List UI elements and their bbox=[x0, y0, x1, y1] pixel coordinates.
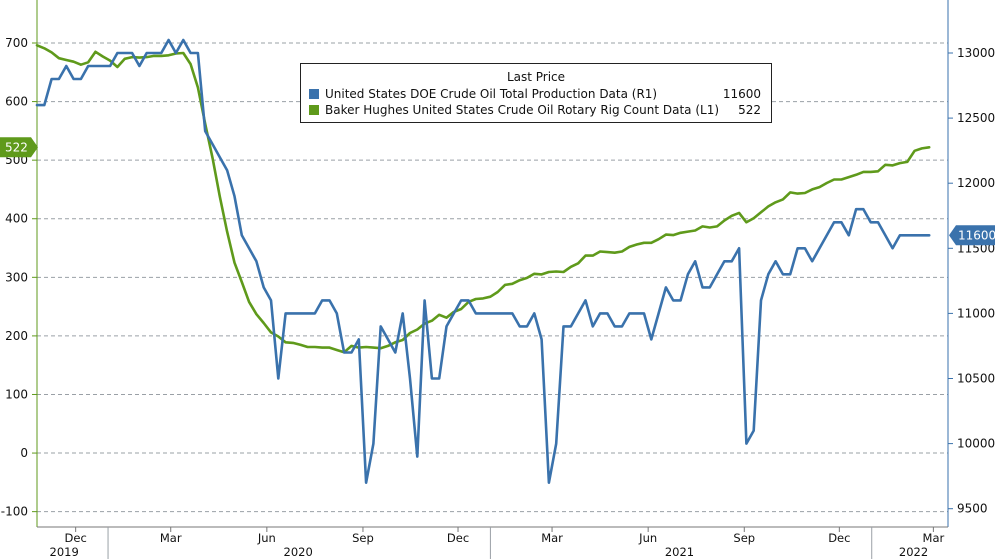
left-axis-tick-label: 700 bbox=[5, 36, 28, 50]
right-axis-tick-label: 10500 bbox=[957, 372, 995, 386]
right-axis-tick-label: 11000 bbox=[957, 306, 995, 320]
legend-row-production: United States DOE Crude Oil Total Produc… bbox=[309, 87, 761, 103]
right-last-value-text: 11600 bbox=[958, 228, 995, 242]
production-line bbox=[35, 38, 931, 485]
x-axis-tick-label: Mar bbox=[541, 531, 563, 545]
x-axis-tick-label: Jun bbox=[257, 531, 276, 545]
left-axis-tick-label: 100 bbox=[5, 387, 28, 401]
right-axis-tick-label: 13000 bbox=[957, 46, 995, 60]
x-axis-year-label: 2020 bbox=[284, 545, 313, 559]
x-axis-tick-label: Mar bbox=[160, 531, 182, 545]
x-axis-tick-label: Sep bbox=[352, 531, 374, 545]
x-axis-tick-label: Dec bbox=[65, 531, 87, 545]
x-axis-year-label: 2021 bbox=[665, 545, 694, 559]
legend-swatch-production bbox=[309, 89, 319, 99]
left-axis-tick-label: 600 bbox=[5, 95, 28, 109]
left-axis-tick-label: 200 bbox=[5, 329, 28, 343]
right-axis-tick-label: 9500 bbox=[957, 502, 988, 516]
last-price-badges: 522 11600 bbox=[0, 137, 995, 246]
legend-header: Last Price bbox=[506, 70, 566, 84]
right-axis-tick-label: 12500 bbox=[957, 111, 995, 125]
left-axis-tick-label: 300 bbox=[5, 270, 28, 284]
left-last-value-text: 522 bbox=[5, 140, 28, 154]
x-axis-tick-label: Dec bbox=[447, 531, 469, 545]
rig-count-line bbox=[35, 43, 931, 354]
left-axis-tick-label: 400 bbox=[5, 212, 28, 226]
x-axis-tick-label: Mar bbox=[923, 531, 945, 545]
right-axis-tick-label: 10000 bbox=[957, 437, 995, 451]
legend-swatch-rigcount bbox=[309, 105, 319, 115]
left-last-value-badge bbox=[0, 137, 38, 158]
right-axis-tick-label: 12000 bbox=[957, 176, 995, 190]
x-axis-tick-label: Sep bbox=[733, 531, 755, 545]
x-axis-year-label: 2022 bbox=[899, 545, 928, 559]
x-axis-tick-label: Jun bbox=[638, 531, 657, 545]
legend-row-rigcount: Baker Hughes United States Crude Oil Rot… bbox=[309, 103, 761, 119]
series-lines bbox=[35, 38, 931, 485]
right-last-value-badge bbox=[949, 225, 995, 246]
left-axis-tick-label: 0 bbox=[20, 446, 28, 460]
legend-label-production: United States DOE Crude Oil Total Produc… bbox=[325, 87, 658, 101]
left-axis-tick-label: -100 bbox=[1, 505, 28, 519]
legend-value-production: 11600 bbox=[722, 87, 761, 101]
legend-box: Last Price United States DOE Crude Oil T… bbox=[300, 63, 772, 123]
legend-value-rigcount: 522 bbox=[738, 103, 761, 117]
legend-label-rigcount: Baker Hughes United States Crude Oil Rot… bbox=[325, 103, 720, 117]
x-axis-year-label: 2019 bbox=[50, 545, 79, 559]
x-axis-tick-label: Dec bbox=[828, 531, 850, 545]
